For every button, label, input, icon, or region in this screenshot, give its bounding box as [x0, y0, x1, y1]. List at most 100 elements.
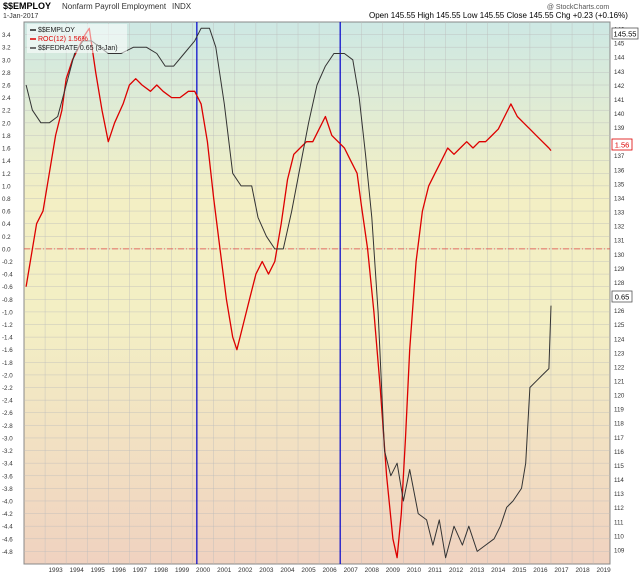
left-tick-label: 0.8	[2, 196, 11, 203]
watermark: @ StockCharts.com	[547, 4, 610, 11]
left-tick-label: -1.4	[2, 335, 13, 342]
left-tick-label: -1.6	[2, 347, 13, 354]
left-tick-label: -0.8	[2, 297, 13, 304]
left-tick-label: -3.0	[2, 435, 13, 442]
x-tick-label: 2011	[428, 567, 442, 574]
right-tick-label: 121	[614, 378, 625, 385]
x-tick-label: 2007	[344, 567, 359, 574]
right-tick-label: 137	[614, 153, 625, 160]
left-tick-label: 0.4	[2, 221, 11, 228]
right-tick-label: 139	[614, 125, 625, 132]
chart-exchange: INDX	[172, 2, 192, 11]
chart-symbol: $$EMPLOY	[3, 1, 51, 11]
x-tick-label: 1996	[112, 567, 127, 574]
right-tick-label: 133	[614, 210, 625, 217]
right-tick-label: 116	[614, 449, 624, 456]
right-tick-label: 136	[614, 167, 625, 174]
x-tick-label: 2019	[597, 567, 612, 574]
x-tick-label: 1997	[133, 567, 148, 574]
right-tick-label: 115	[614, 463, 624, 470]
right-tick-label: 135	[614, 181, 625, 188]
right-tick-label: 123	[614, 350, 625, 357]
left-tick-label: -0.6	[2, 284, 13, 291]
right-tick-label: 111	[614, 519, 624, 526]
x-tick-label: 1995	[91, 567, 106, 574]
quote-line: Open 145.55 High 145.55 Low 145.55 Close…	[369, 11, 628, 20]
left-axis: 3.4 3.2 3.0 2.8 2.6 2.4 2.2 2.0 1.8 1.6 1.4 1.2 1.0 0…	[2, 32, 13, 556]
right-tick-label: 140	[614, 111, 625, 118]
left-tick-label: -0.2	[2, 259, 13, 266]
x-tick-label: 2015	[512, 567, 527, 574]
vertical-markers	[196, 22, 341, 564]
left-tick-label: -2.6	[2, 410, 13, 417]
legend: $$EMPLOY ROC(12) 1.56% $$FEDRATE 0.65 (3…	[27, 24, 127, 53]
right-tick-label: 142	[614, 83, 625, 90]
legend-item-employ: $$EMPLOY	[38, 27, 75, 34]
right-tick-label: 126	[614, 308, 625, 315]
left-tick-label: 2.0	[2, 120, 11, 127]
right-tick-label: 144	[614, 55, 625, 62]
last-value-roc: 1.56	[615, 141, 630, 150]
right-tick-label: 129	[614, 266, 625, 273]
x-tick-label: 2012	[449, 567, 464, 574]
x-tick-label: 2018	[575, 567, 590, 574]
left-tick-label: -2.0	[2, 372, 13, 379]
x-tick-label: 2005	[301, 567, 316, 574]
left-tick-label: -2.2	[2, 385, 13, 392]
right-tick-label: 119	[614, 407, 624, 414]
left-tick-label: 1.2	[2, 171, 11, 178]
series-line-roc	[25, 27, 552, 559]
left-tick-label: 3.0	[2, 57, 11, 64]
x-tick-label: 1998	[154, 567, 169, 574]
right-tick-label: 120	[614, 393, 625, 400]
right-tick-label: 114	[614, 477, 624, 484]
last-value-tag-fedrate: 0.65	[611, 290, 633, 303]
left-tick-label: 3.2	[2, 45, 11, 52]
right-tick-label: 134	[614, 195, 625, 202]
left-tick-label: 1.4	[2, 158, 11, 165]
left-tick-label: 0.0	[2, 246, 11, 253]
last-value-employ: 145.55	[614, 30, 637, 39]
x-tick-label: 2016	[533, 567, 548, 574]
right-tick-label: 117	[614, 435, 624, 442]
left-tick-label: -4.6	[2, 536, 13, 543]
right-axis: 1461451441431421411401391381371361351341…	[614, 27, 625, 555]
right-tick-label: 128	[614, 280, 625, 287]
legend-item-fedrate: $$FEDRATE 0.65 (3-Jan)	[38, 45, 118, 52]
left-tick-label: 0.6	[2, 209, 11, 216]
left-tick-label: -4.2	[2, 511, 13, 518]
grid	[24, 22, 610, 564]
x-tick-label: 2006	[322, 567, 337, 574]
left-tick-label: -1.0	[2, 309, 13, 316]
x-tick-label: 1993	[48, 567, 63, 574]
last-value-tag-roc: 1.56	[611, 138, 633, 151]
right-tick-label: 125	[614, 322, 625, 329]
left-tick-label: 0.2	[2, 234, 11, 241]
left-tick-label: 3.4	[2, 32, 11, 39]
left-tick-label: -4.0	[2, 498, 13, 505]
left-tick-label: -0.4	[2, 272, 13, 279]
left-tick-label: -3.2	[2, 448, 13, 455]
x-tick-label: 2010	[407, 567, 422, 574]
left-tick-label: 1.6	[2, 146, 11, 153]
left-tick-label: 1.8	[2, 133, 11, 140]
x-tick-label: 2004	[280, 567, 295, 574]
x-tick-label: 2008	[365, 567, 380, 574]
left-tick-label: -1.8	[2, 360, 13, 367]
left-tick-label: -1.2	[2, 322, 13, 329]
right-tick-label: 112	[614, 505, 624, 512]
right-tick-label: 132	[614, 224, 625, 231]
left-tick-label: -4.4	[2, 524, 13, 531]
x-tick-label: 2000	[196, 567, 211, 574]
legend-item-roc: ROC(12) 1.56%	[38, 36, 88, 43]
left-tick-label: 2.2	[2, 108, 11, 115]
chart-date: 1-Jan-2017	[3, 13, 39, 20]
right-tick-label: 131	[614, 238, 625, 245]
x-axis: 1993 1994 1995 1996 1997 1998 1999 2000 2001 2002…	[48, 567, 611, 574]
right-tick-label: 143	[614, 69, 625, 76]
right-tick-label: 141	[614, 97, 625, 104]
x-tick-label: 1994	[70, 567, 85, 574]
x-tick-label: 2014	[491, 567, 506, 574]
